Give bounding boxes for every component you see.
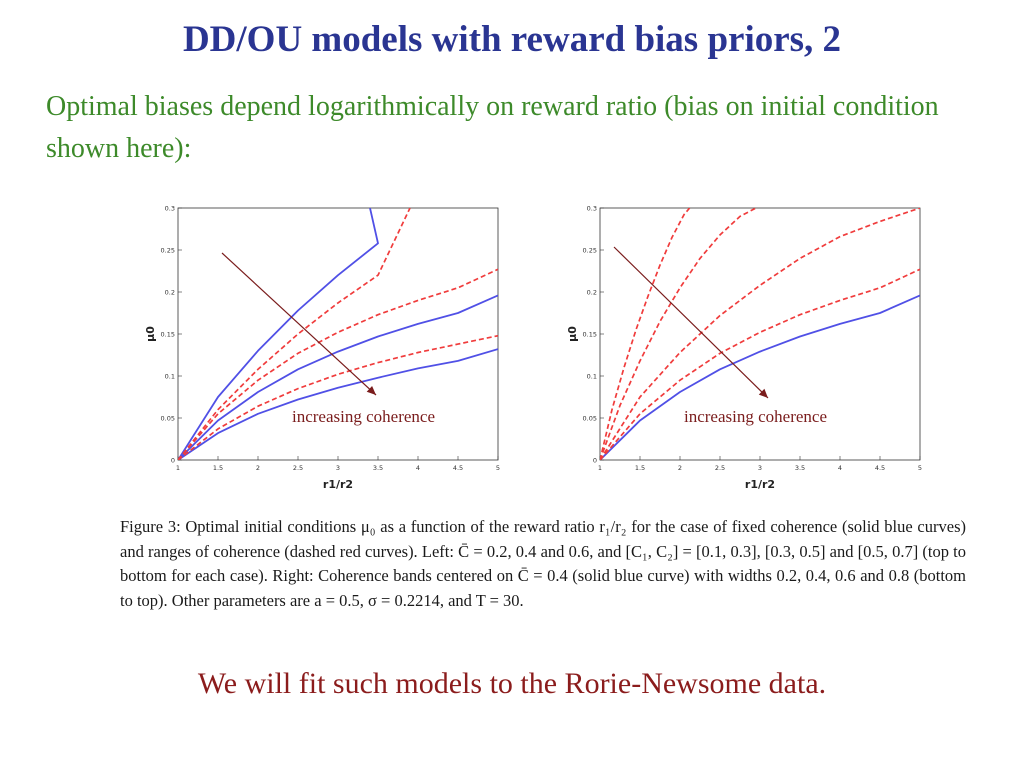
chart-left-xtick-label: 1: [176, 464, 180, 472]
chart-right-ytick-label: 0.2: [587, 289, 597, 297]
chart-left-xlabel: r1/r2: [323, 478, 353, 491]
chart-right-ytick-label: 0.1: [587, 373, 597, 381]
chart-right-svg: 1 1.5 2 2.5 3 3.5 4 4.5 5 0 0.05 0.1 0.15 0.2 0.25 0.3 r…: [566, 205, 922, 492]
chart-right-ylabel: μ0: [566, 326, 579, 342]
chart-left-series-dashed-4: [178, 268, 498, 460]
chart-left-series-solid-1: [178, 294, 498, 460]
chart-right-ytick-label: 0.05: [583, 415, 597, 423]
chart-right: 1 1.5 2 2.5 3 3.5 4 4.5 5 0 0.05 0.1 0.15 0.2 0.25 0.3 r…: [562, 195, 922, 495]
slide-title: DD/OU models with reward bias priors, 2: [182, 19, 842, 60]
chart-right-xtick-label: 2.5: [715, 464, 725, 472]
chart-left-series-solid-2: [178, 348, 498, 460]
chart-right-series-dashed-4: [600, 208, 691, 460]
chart-left-svg: 1 1.5 2 2.5 3 3.5 4 4.5 5 0 0.05 0.1 0.15 0.2 0.25 0.3 r…: [144, 205, 500, 492]
chart-right-xtick-label: 1: [598, 464, 602, 472]
chart-left-series-solid-0: [178, 208, 379, 460]
chart-right-xtick-label: 3: [758, 464, 762, 472]
chart-left-ytick-label: 0.2: [165, 289, 175, 297]
chart-right-ytick-label: 0: [593, 457, 597, 465]
chart-left-annotation-arrow: [221, 252, 377, 396]
chart-right-series-dashed-3: [600, 208, 757, 460]
chart-right-ytick-label: 0.15: [583, 331, 597, 339]
chart-left-xtick-label: 1.5: [213, 464, 223, 472]
chart-left-ytick-label: 0: [171, 457, 175, 465]
chart-left-xtick-label: 4: [416, 464, 420, 472]
chart-left-ytick-label: 0.3: [165, 205, 175, 213]
chart-right-ytick-label: 0.3: [587, 205, 597, 213]
chart-left-ytick-label: 0.25: [161, 247, 175, 255]
chart-right-xtick-label: 4: [838, 464, 842, 472]
chart-right-annotation-arrowhead: [758, 388, 768, 398]
chart-left-ytick-label: 0.15: [161, 331, 175, 339]
chart-right-series-dashed-2: [600, 208, 920, 460]
chart-left: 1 1.5 2 2.5 3 3.5 4 4.5 5 0 0.05 0.1 0.15 0.2 0.25 0.3 r…: [140, 195, 500, 495]
chart-left-xtick-label: 2: [256, 464, 260, 472]
bottom-note: We will fit such models to the Rorie-New…: [197, 667, 827, 700]
chart-left-ylabel: μ0: [144, 326, 157, 342]
chart-left-annotation: increasing coherence: [292, 407, 435, 426]
chart-left-series-dashed-5: [178, 334, 498, 460]
chart-right-annotation-arrow: [613, 246, 769, 399]
chart-right-xtick-label: 5: [918, 464, 922, 472]
chart-left-xtick-label: 3: [336, 464, 340, 472]
chart-left-xtick-label: 2.5: [293, 464, 303, 472]
chart-right-xtick-label: 1.5: [635, 464, 645, 472]
chart-left-series-dashed-3: [178, 208, 411, 460]
chart-left-annotation-arrowhead: [366, 386, 376, 395]
chart-left-xtick-label: 5: [496, 464, 500, 472]
chart-right-xlabel: r1/r2: [745, 478, 775, 491]
chart-left-ytick-label: 0.1: [165, 373, 175, 381]
chart-left-xtick-label: 3.5: [373, 464, 383, 472]
figure-caption: Figure 3: Optimal initial conditions μ₀ …: [120, 517, 966, 610]
chart-right-xtick-label: 4.5: [875, 464, 885, 472]
chart-right-annotation: increasing coherence: [684, 407, 827, 426]
chart-right-series-solid-0: [600, 294, 920, 460]
chart-right-series-dashed-1: [600, 268, 920, 460]
chart-right-ytick-label: 0.25: [583, 247, 597, 255]
chart-left-ytick-label: 0.05: [161, 415, 175, 423]
chart-left-xtick-label: 4.5: [453, 464, 463, 472]
chart-right-xtick-label: 2: [678, 464, 682, 472]
chart-right-xtick-label: 3.5: [795, 464, 805, 472]
slide-subtitle: Optimal biases depend logarithmically on…: [46, 91, 939, 164]
